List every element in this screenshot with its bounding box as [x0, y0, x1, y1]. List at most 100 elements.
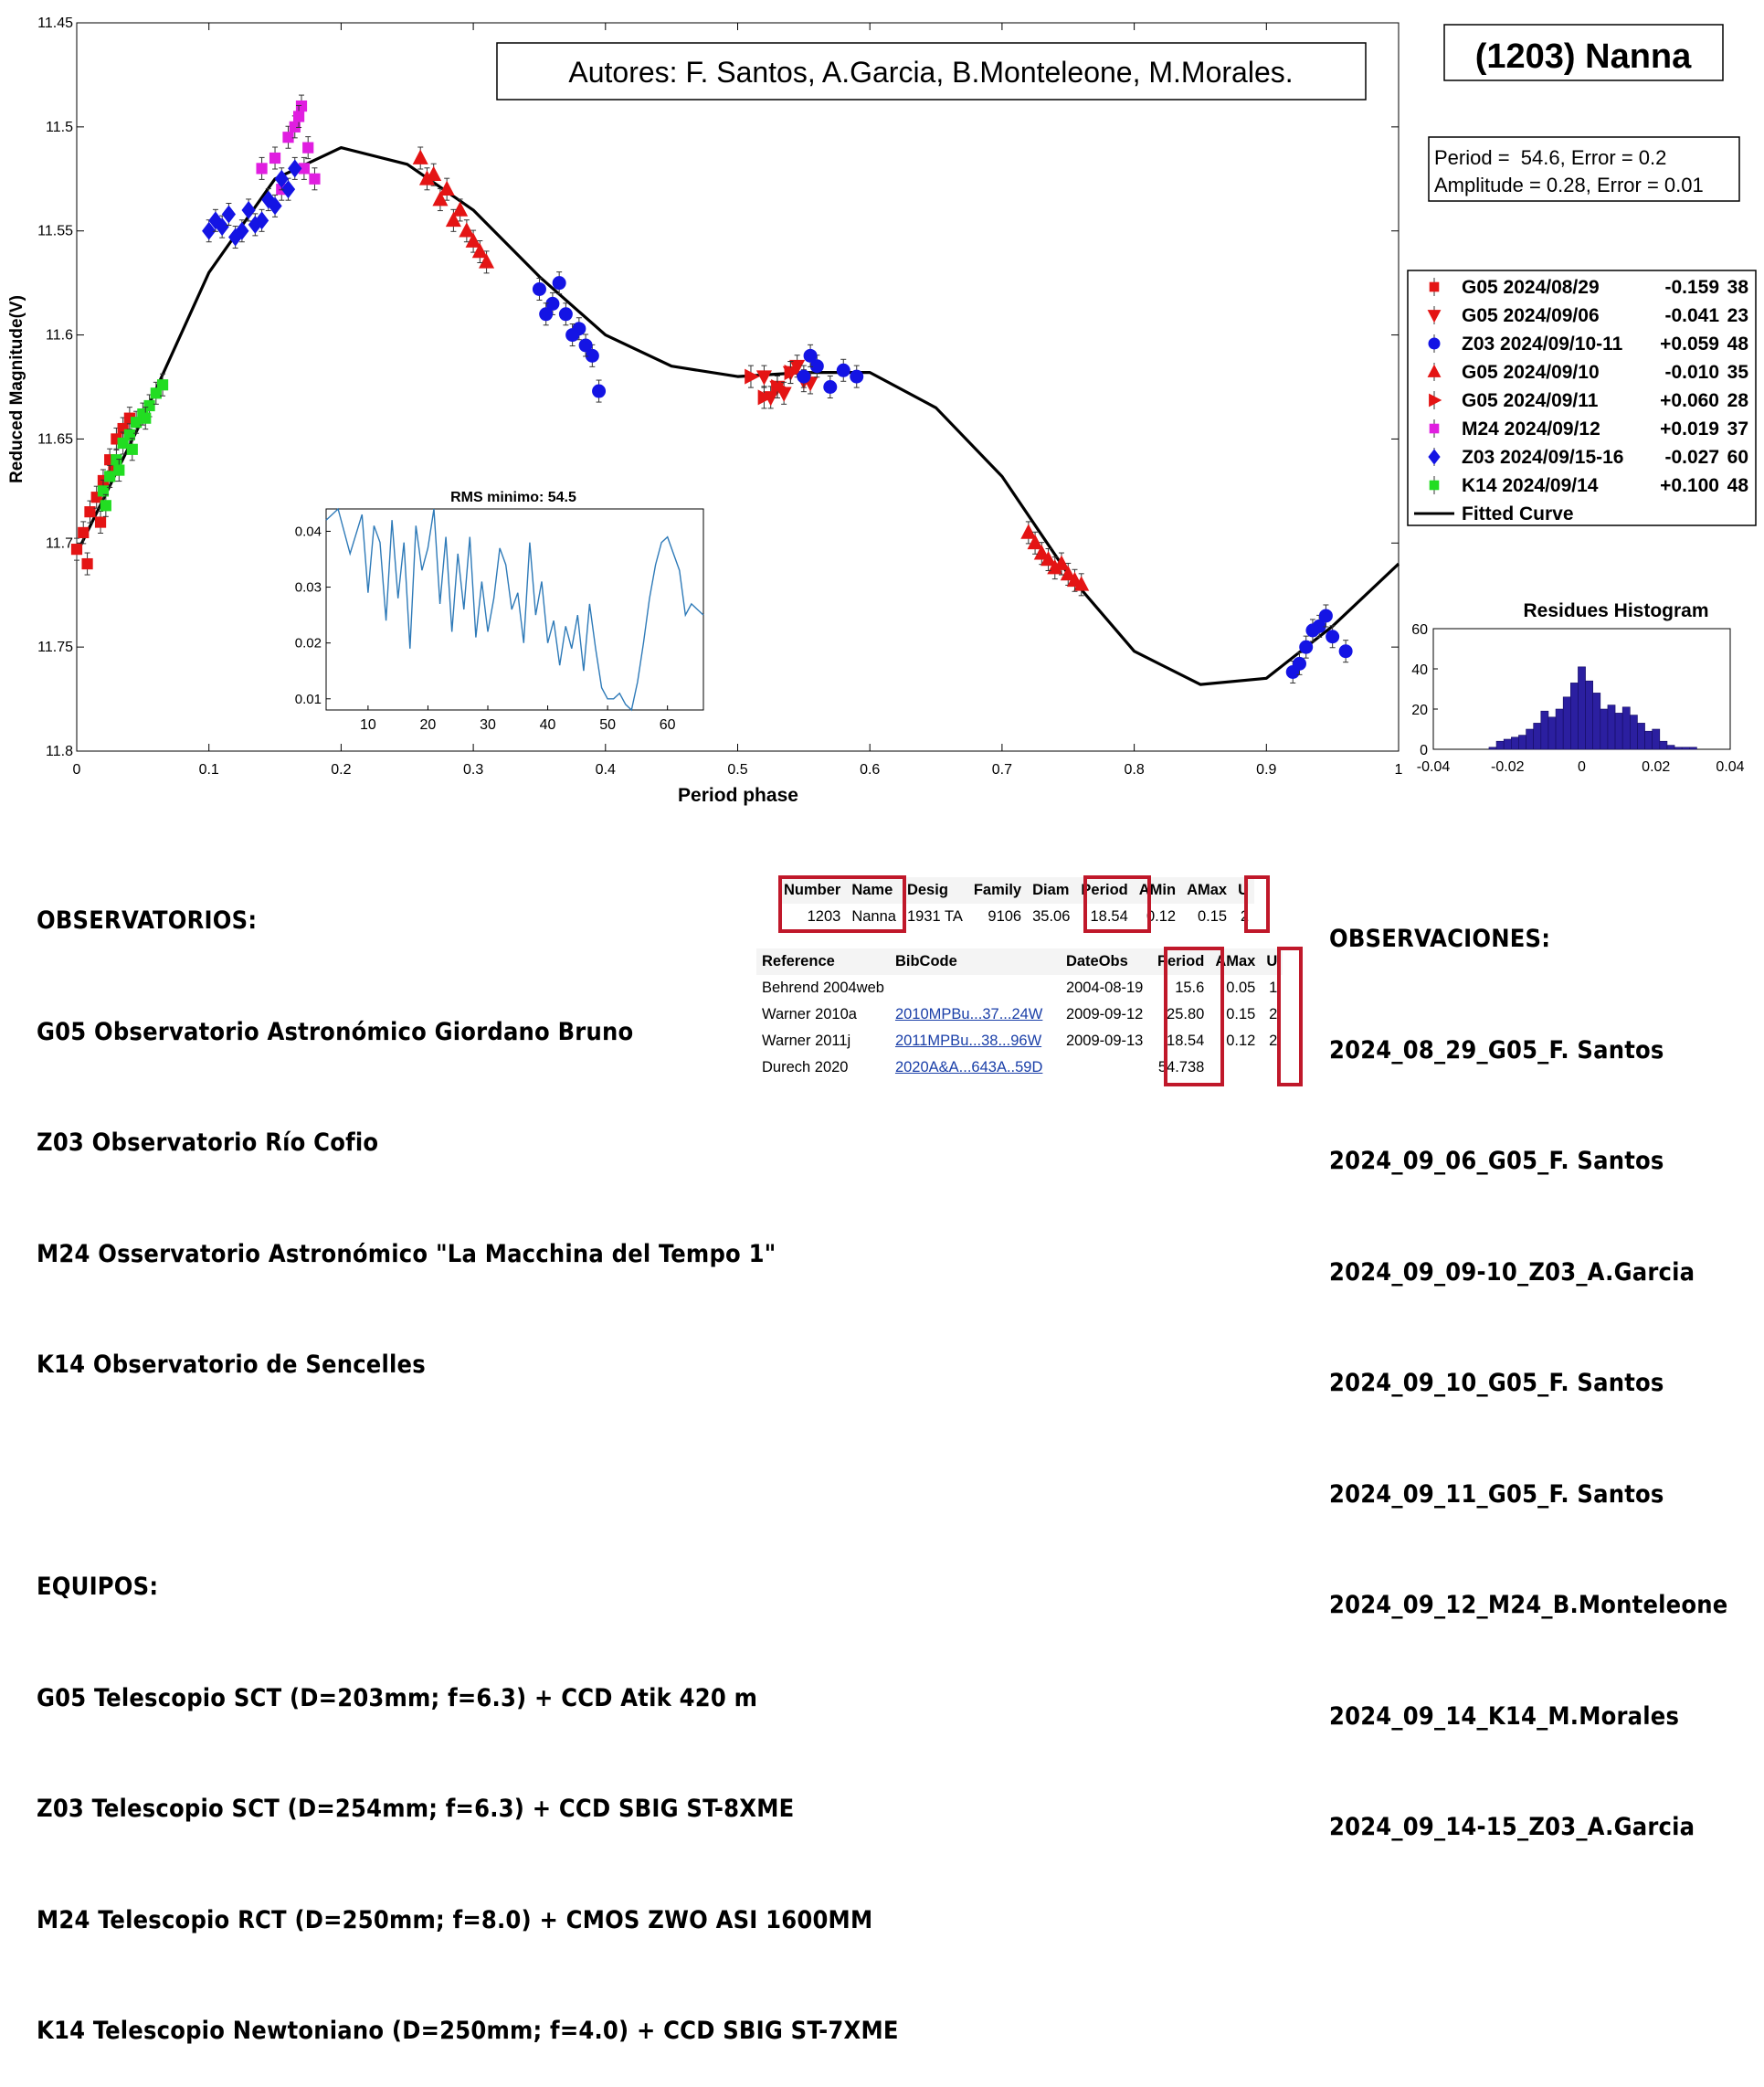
data-point [1338, 644, 1353, 659]
observacion-line: 2024_09_06_G05_F. Santos [1329, 1147, 1664, 1175]
fit-period: Period = 54.6, Error = 0.2 [1434, 146, 1666, 169]
data-point [202, 221, 217, 240]
legend-offset: +0.100 [1660, 475, 1719, 496]
rms-x-tick-label: 60 [660, 717, 676, 733]
data-point [140, 412, 152, 424]
equipo-line: Z03 Telescopio SCT (D=254mm; f=6.3) + CC… [37, 1795, 795, 1823]
observatorio-line: M24 Osservatorio Astronómico "La Macchin… [37, 1239, 776, 1268]
authors-box [496, 42, 1367, 101]
legend-label: K14 2024/09/14 [1462, 475, 1599, 496]
rms-frame [325, 508, 704, 711]
data-point [111, 454, 122, 466]
data-point [235, 221, 249, 240]
residues-histogram: -0.04 -0.02 0 0.02 0.04 0 20 40 60 [1411, 622, 1744, 775]
data-point [850, 369, 864, 384]
data-point [94, 516, 107, 528]
data-point [784, 365, 799, 381]
data-point [745, 368, 760, 385]
table-row: Durech 2020 2020A&A...643A..59D 54.738 [756, 1054, 1283, 1081]
bibcode-link[interactable]: 2020A&A...643A..59D [894, 1059, 1043, 1075]
equipo-line: M24 Telescopio RCT (D=250mm; f=8.0) + CM… [37, 1905, 873, 1934]
table-row: 1203 Nanna 1931 TA 9106 35.06 18.54 0.12… [778, 904, 1254, 930]
legend-offset: +0.059 [1660, 334, 1719, 355]
x-tick-label: 0.1 [199, 762, 219, 778]
data-point [81, 557, 93, 570]
cell-bibcode: 2010MPBu...37...24W [890, 1001, 1061, 1028]
data-point [292, 111, 305, 122]
col-name: Name [846, 877, 902, 904]
data-point [241, 201, 256, 219]
data-point [90, 492, 102, 503]
bibcode-link[interactable]: 2011MPBu...38...96W [894, 1033, 1042, 1049]
observacion-line: 2024_09_09-10_Z03_A.Garcia [1329, 1257, 1695, 1287]
y-tick-label: 11.55 [37, 224, 73, 239]
highlight-period [1083, 875, 1151, 933]
histogram-bar [1555, 708, 1564, 750]
cell-amin: 0.12 [1146, 908, 1177, 925]
histogram-x-tick-label: -0.04 [1417, 759, 1451, 775]
histogram-bar [1652, 728, 1661, 750]
rms-x-tick-label: 30 [480, 717, 496, 733]
observatorio-line: Z03 Observatorio Río Cofio [37, 1128, 379, 1157]
x-tick-label: 0 [73, 762, 81, 778]
data-point [757, 389, 773, 406]
lcdb-references-table: Reference BibCode DateObs Period AMax U … [756, 948, 1283, 1081]
cell-u: 1 [1269, 980, 1278, 996]
cell-reference: Warner 2010a [762, 1006, 857, 1022]
data-point [295, 100, 308, 112]
fit-amplitude: Amplitude = 0.28, Error = 0.01 [1434, 174, 1704, 196]
col-desig: Desig [901, 877, 968, 904]
data-point [1060, 565, 1076, 581]
col-diam: Diam [1027, 877, 1076, 904]
legend-offset: -0.027 [1664, 447, 1719, 468]
col-u: U [1232, 877, 1255, 904]
legend-label: M24 2024/09/12 [1462, 418, 1600, 440]
histogram-bar [1621, 706, 1631, 750]
table-row: Warner 2010a 2010MPBu...37...24W 2009-09… [756, 1001, 1283, 1028]
rms-line [325, 507, 704, 712]
data-point [1066, 571, 1083, 588]
legend-offset: -0.041 [1664, 305, 1719, 326]
lightcurve-chart: 0 0.1 0.2 0.3 0.4 0.5 0.6 0.7 0.8 0.9 1 11.45 11.5 11… [7, 16, 1757, 806]
histogram-x-tick-label: 0.04 [1716, 759, 1744, 775]
x-tick-label: 0.6 [860, 762, 880, 778]
data-point [156, 379, 169, 391]
histogram-x-tick-label: 0.02 [1642, 759, 1670, 775]
data-point [532, 281, 546, 296]
col-dateobs: DateObs [1060, 948, 1152, 975]
data-point [755, 370, 772, 386]
data-point [465, 232, 481, 248]
data-point [282, 132, 294, 143]
table-row: Behrend 2004web 2004-08-19 15.6 0.05 1 [756, 975, 1283, 1001]
data-point [1427, 364, 1442, 377]
rms-y-tick-label: 0.03 [295, 580, 322, 596]
data-point [539, 307, 554, 322]
cell-amax: 0.15 [1197, 908, 1228, 925]
y-tick-label: 11.8 [46, 744, 73, 759]
observacion-line: 2024_09_14-15_Z03_A.Garcia [1329, 1813, 1695, 1841]
histogram-bar [1600, 708, 1609, 750]
data-point [452, 201, 469, 217]
y-tick-label: 11.75 [37, 640, 73, 655]
observacion-line: 2024_08_29_G05_F. Santos [1329, 1035, 1664, 1065]
cell-dateobs: 2009-09-13 [1065, 1033, 1144, 1049]
observaciones-heading: OBSERVACIONES: [1329, 925, 1551, 953]
histogram-bar [1607, 704, 1616, 750]
data-point [578, 338, 593, 353]
fitted-curve-line [75, 146, 1400, 686]
legend: G05 2024/08/29 -0.159 38 G05 2024/09/06 -0.0… [1407, 270, 1757, 526]
data-point [269, 152, 281, 164]
data-point [1429, 423, 1440, 434]
x-tick-label: 0.2 [331, 762, 351, 778]
bibcode-link[interactable]: 2010MPBu...37...24W [894, 1006, 1043, 1022]
data-point [565, 328, 580, 343]
data-point [823, 380, 838, 394]
histogram-bar [1518, 735, 1526, 750]
cell-u: 2 [1269, 1006, 1278, 1022]
rms-y-tick-label: 0.04 [295, 524, 322, 539]
data-point [221, 205, 237, 224]
col-reference: Reference [756, 948, 890, 975]
data-points [70, 94, 1353, 683]
data-point [143, 399, 155, 412]
object-box [1443, 24, 1724, 81]
